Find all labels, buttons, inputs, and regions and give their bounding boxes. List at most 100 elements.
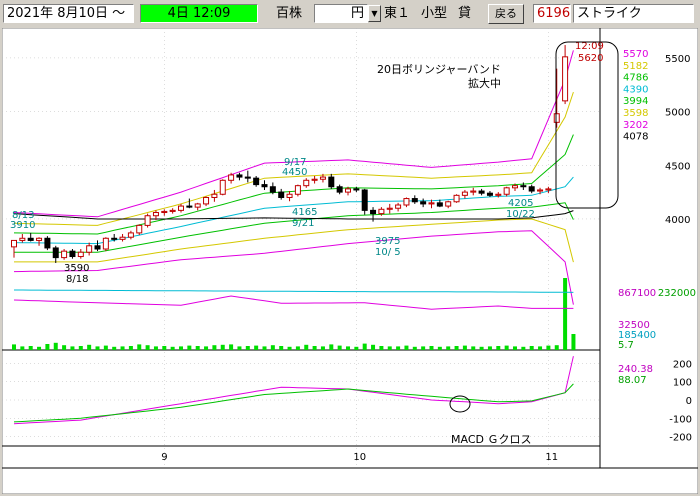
- bollinger-note: 20日ボリンジャーバンド: [377, 63, 501, 76]
- price-tick-label: 4500: [665, 161, 690, 172]
- candle-body: [244, 176, 251, 179]
- bollinger-value-label: 4078: [623, 132, 648, 143]
- candle-body: [353, 188, 360, 191]
- volume-bar: [379, 346, 384, 350]
- stock-name-field[interactable]: ストライク: [573, 4, 694, 23]
- candle: [127, 230, 134, 240]
- chevron-down-icon[interactable]: ▼: [368, 5, 381, 22]
- volume-bar: [387, 346, 392, 350]
- macd-signal-line: [13, 383, 574, 423]
- back-button[interactable]: 戻る: [488, 4, 524, 24]
- candle: [520, 182, 527, 190]
- candle-body: [253, 177, 260, 186]
- volume-bar: [346, 346, 350, 350]
- annotation-label: 3910: [10, 220, 35, 231]
- candle-body: [261, 184, 268, 188]
- candle: [562, 45, 569, 105]
- candle: [94, 240, 101, 252]
- annotation-label: 9/21: [292, 218, 314, 229]
- volume-bar: [496, 346, 501, 350]
- candle-body: [228, 174, 235, 181]
- volume-bar: [153, 346, 158, 350]
- candle-body: [36, 237, 43, 241]
- bollinger-line-p1: [13, 134, 574, 235]
- annotation-label: 5620: [578, 53, 603, 64]
- candle-body: [152, 212, 159, 217]
- candle: [152, 210, 159, 221]
- candle-body: [503, 187, 510, 195]
- volume-bar: [62, 345, 67, 350]
- candle: [219, 179, 226, 196]
- volume-bar: [446, 346, 451, 350]
- volume-bar: [78, 346, 83, 350]
- candle: [553, 68, 560, 128]
- candle-body: [269, 186, 276, 193]
- candle-body: [512, 185, 518, 189]
- annotation-label: 4205: [508, 198, 533, 209]
- candle: [411, 195, 418, 204]
- annotation-label: 3975: [375, 236, 400, 247]
- bollinger-line-m3: [13, 230, 574, 305]
- unit-label: 百株: [276, 6, 303, 21]
- stock-code-field[interactable]: 6196: [533, 4, 571, 23]
- volume-bar: [103, 345, 108, 350]
- candle: [328, 173, 335, 189]
- volume-bar: [12, 344, 16, 350]
- candle: [545, 186, 552, 194]
- volume-bar: [262, 346, 267, 350]
- volume-bar: [320, 346, 325, 350]
- candle-body: [311, 178, 318, 181]
- candle-body: [286, 193, 293, 198]
- date-field[interactable]: 2021年 8月10日 ～: [3, 4, 134, 23]
- market-label: 東１: [384, 6, 411, 21]
- candle: [102, 237, 109, 252]
- margin-label: 貸: [458, 6, 472, 21]
- volume-bar: [454, 346, 459, 350]
- volume-bar: [412, 346, 417, 350]
- period-field[interactable]: 4日 12:09: [140, 4, 258, 23]
- bollinger-line-m1: [14, 202, 574, 253]
- macd-panel: [13, 356, 574, 425]
- volume-bar: [304, 344, 309, 350]
- volume-bar: [371, 344, 376, 350]
- volume-bar: [229, 344, 234, 350]
- candle: [403, 197, 410, 208]
- volume-bar: [254, 345, 259, 350]
- candle: [478, 188, 485, 196]
- volume-bar: [53, 342, 58, 350]
- volume-bar: [513, 346, 517, 350]
- volume-bar: [220, 344, 225, 350]
- volume-bar: [337, 345, 342, 350]
- candle: [453, 194, 460, 203]
- candle: [11, 239, 17, 258]
- bollinger-line-long: [13, 210, 574, 220]
- candle: [203, 196, 210, 207]
- candle-body: [77, 251, 84, 258]
- volume-value-label: 32500: [618, 320, 650, 331]
- candle-body: [27, 237, 34, 241]
- candle-body: [486, 192, 493, 196]
- volume-bar: [571, 334, 576, 350]
- volume-value-label: 185400: [618, 330, 656, 341]
- candle: [386, 203, 393, 214]
- candle-body: [61, 250, 68, 259]
- annotation-label: 12:09: [575, 41, 604, 52]
- candle: [186, 198, 193, 209]
- volume-bar: [546, 345, 551, 350]
- candle-body: [169, 209, 176, 212]
- candle: [119, 233, 126, 242]
- volume-bar: [87, 344, 92, 350]
- candle: [61, 249, 68, 260]
- volume-bar: [237, 346, 242, 350]
- candle-body: [69, 250, 76, 258]
- candle: [253, 176, 260, 187]
- candle-body: [386, 207, 393, 210]
- date-tick-label: 11: [545, 452, 558, 463]
- candle: [345, 186, 351, 196]
- candle: [27, 232, 34, 242]
- candle: [319, 173, 326, 183]
- candle: [361, 188, 368, 215]
- currency-select[interactable]: 円: [314, 4, 368, 23]
- volume-bar: [521, 346, 526, 350]
- chart-background: [2, 28, 698, 494]
